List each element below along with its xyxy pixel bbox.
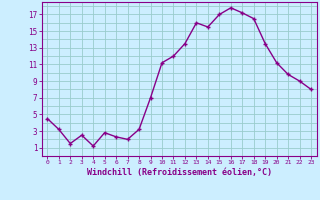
- X-axis label: Windchill (Refroidissement éolien,°C): Windchill (Refroidissement éolien,°C): [87, 168, 272, 177]
